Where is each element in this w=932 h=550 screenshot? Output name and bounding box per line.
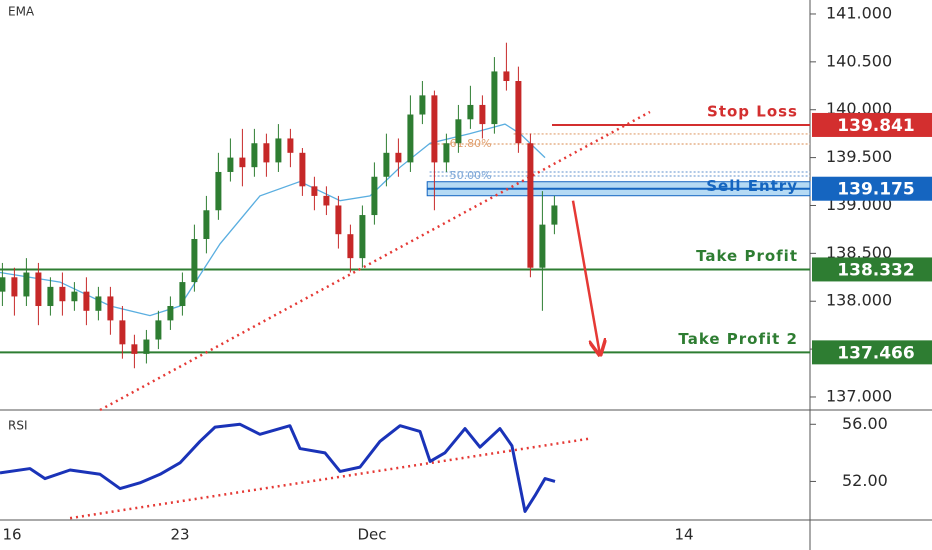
price-badge-label: 139.175 — [837, 180, 914, 200]
candle-body — [335, 205, 342, 235]
candle-body — [47, 286, 54, 307]
y-tick-label: 137.000 — [826, 386, 892, 405]
candle-body — [299, 152, 306, 187]
candle-body — [467, 104, 474, 120]
candle-body — [203, 210, 210, 239]
candle-body — [0, 277, 6, 292]
price-badge — [812, 176, 932, 201]
candle-body — [323, 195, 330, 206]
y-tick-label: 138.000 — [826, 291, 892, 310]
price-badge — [812, 257, 932, 282]
candle-body — [131, 344, 138, 354]
candle-body — [35, 272, 42, 307]
rsi-line — [0, 422, 556, 513]
candle-body — [419, 95, 426, 115]
candle-body — [503, 71, 510, 82]
candle-body — [359, 215, 366, 259]
rsi-tick-label: 52.00 — [842, 471, 888, 490]
price-badge — [812, 112, 932, 137]
candle-body — [251, 143, 258, 168]
candle-body — [527, 143, 534, 268]
fib-label: 50.00% — [450, 169, 492, 182]
candle-body — [479, 104, 486, 125]
candle-body — [287, 138, 294, 153]
candle-body — [155, 320, 162, 340]
candle-body — [191, 238, 198, 283]
candle-body — [107, 296, 114, 321]
level-label: Take Profit — [696, 247, 798, 265]
candle-body — [311, 186, 318, 196]
candle-body — [143, 339, 150, 354]
y-tick-label: 140.500 — [826, 51, 892, 70]
candle-body — [263, 143, 270, 163]
x-tick-label: 14 — [674, 526, 693, 544]
candle-body — [215, 171, 222, 211]
candle-body — [71, 291, 78, 302]
candle-body — [551, 205, 558, 225]
x-tick-label: 16 — [2, 526, 21, 544]
candle-body — [95, 296, 102, 311]
y-tick-label: 139.500 — [826, 147, 892, 166]
price-badge-label: 139.841 — [837, 116, 914, 136]
projection-arrow — [571, 200, 600, 355]
price-badge-label: 138.332 — [837, 260, 914, 280]
candle-body — [167, 306, 174, 321]
x-tick-label: 23 — [170, 526, 189, 544]
candle-body — [455, 119, 462, 144]
candle-body — [491, 71, 498, 125]
candle-body — [431, 95, 438, 163]
candle-body — [395, 152, 402, 163]
candle-body — [11, 277, 18, 297]
price-badge — [812, 340, 932, 365]
indicator-label: EMA — [8, 5, 35, 19]
candle-body — [239, 157, 246, 168]
candle-body — [119, 320, 126, 345]
candle-body — [347, 234, 354, 259]
price-badge-label: 137.466 — [837, 343, 914, 363]
level-label: Sell Entry — [706, 177, 798, 195]
candle-body — [383, 152, 390, 177]
level-label: Take Profit 2 — [678, 330, 798, 348]
candle-body — [83, 291, 90, 311]
candle-body — [179, 282, 186, 307]
rsi-tick-label: 56.00 — [842, 414, 888, 433]
candle-body — [407, 114, 414, 163]
candle-body — [23, 272, 30, 297]
x-tick-label: Dec — [357, 526, 386, 544]
rsi-label: RSI — [8, 419, 28, 433]
level-label: Stop Loss — [707, 102, 798, 120]
candle-body — [443, 143, 450, 163]
rsi-trendline — [69, 437, 591, 520]
candle-body — [59, 286, 66, 302]
y-tick-label: 141.000 — [826, 3, 892, 22]
ema-line — [0, 123, 546, 317]
candle-body — [227, 157, 234, 172]
candle-body — [539, 224, 546, 268]
trendline — [99, 110, 651, 412]
candle-body — [371, 176, 378, 216]
candle-body — [515, 81, 522, 144]
candle-body — [275, 138, 282, 163]
y-tick-label: 138.500 — [826, 243, 892, 262]
